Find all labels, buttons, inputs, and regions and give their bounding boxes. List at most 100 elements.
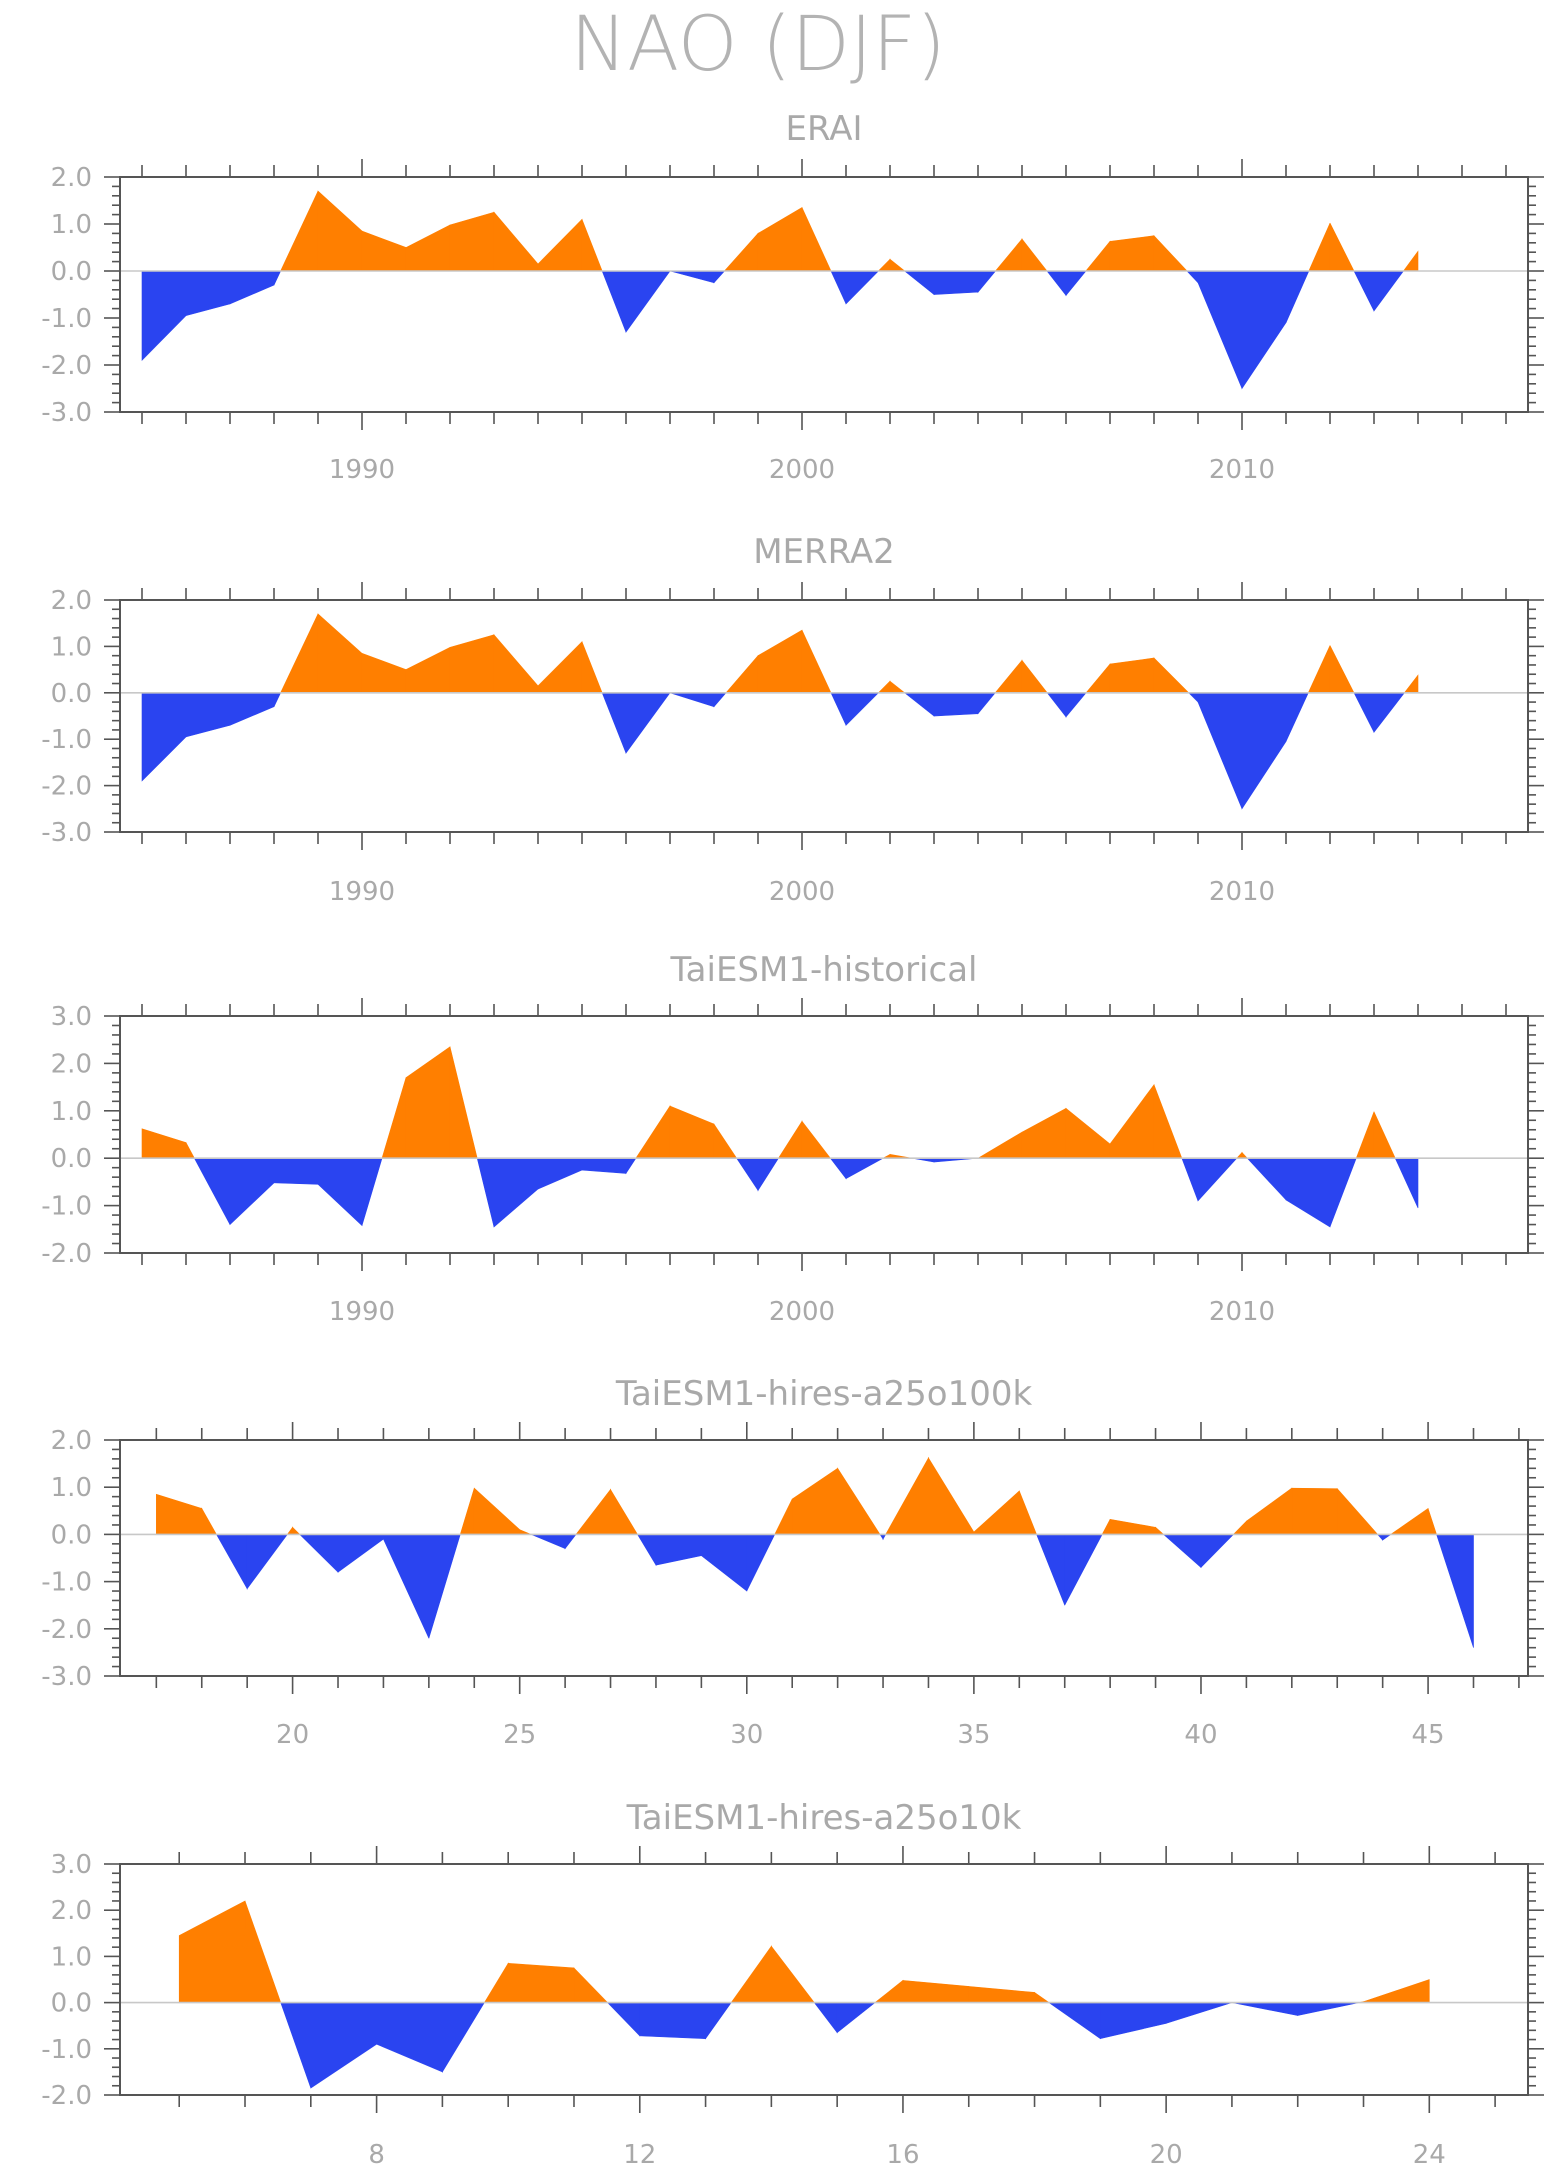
negative-area-segment xyxy=(361,1157,383,1226)
negative-area-segment xyxy=(655,1534,702,1566)
positive-area-segment xyxy=(317,613,363,694)
positive-area-segment xyxy=(1109,1518,1156,1535)
x-tick-label: 1990 xyxy=(329,455,395,485)
x-tick-label: 30 xyxy=(730,1720,763,1750)
positive-area-segment xyxy=(1109,657,1155,694)
y-tick-label: 1.0 xyxy=(51,1097,92,1127)
positive-area-segment xyxy=(1085,663,1111,694)
positive-area-segment xyxy=(1307,645,1331,694)
positive-area-segment xyxy=(1153,234,1188,272)
negative-area-segment xyxy=(625,270,671,334)
positive-area-segment xyxy=(1019,1490,1038,1535)
negative-area-segment xyxy=(581,1157,627,1174)
positive-area-segment xyxy=(1021,238,1048,272)
positive-area-segment xyxy=(801,630,832,694)
positive-area-segment xyxy=(877,258,891,272)
positive-area-segment xyxy=(449,634,495,694)
y-tick-label: 3.0 xyxy=(51,1002,92,1032)
negative-area-segment xyxy=(1048,2002,1101,2040)
negative-area-segment xyxy=(1382,1534,1392,1541)
x-tick-label: 1990 xyxy=(329,1297,395,1327)
negative-area-segment xyxy=(1231,2002,1299,2016)
negative-area-segment xyxy=(601,692,627,754)
positive-area-segment xyxy=(791,1467,838,1535)
negative-area-segment xyxy=(669,270,715,284)
x-tick-label: 24 xyxy=(1413,2140,1446,2170)
positive-area-segment xyxy=(1021,1107,1067,1159)
panel-4: TaiESM1-hires-a25o100k 2.0 1.0 0.0 -1.0 -2.0 -… xyxy=(41,1374,1544,1750)
positive-area-segment xyxy=(885,1456,929,1535)
negative-area-segment xyxy=(273,1157,319,1185)
negative-area-segment xyxy=(1046,270,1067,297)
positive-area-segment xyxy=(713,1123,738,1159)
negative-area-segment xyxy=(1186,270,1199,284)
positive-area-segment xyxy=(581,641,603,694)
positive-area-segment xyxy=(877,680,891,694)
positive-area-segment xyxy=(723,232,759,272)
panel-3: TaiESM1-historical 3.0 2.0 1.0 0.0 -1.0 -2.0 19… xyxy=(41,950,1544,1327)
positive-area-segment xyxy=(1021,659,1048,694)
negative-area-segment xyxy=(705,2002,732,2040)
negative-area-segment xyxy=(476,1157,495,1228)
negative-area-segment xyxy=(1376,1534,1383,1541)
y-tick-label: 2.0 xyxy=(51,163,92,193)
positive-area-segment xyxy=(141,1128,187,1159)
positive-area-segment xyxy=(1034,1991,1050,2003)
negative-area-segment xyxy=(606,2002,641,2037)
positive-area-segment xyxy=(1329,645,1355,694)
x-tick-label: 40 xyxy=(1184,1720,1217,1750)
negative-area-segment xyxy=(1064,1534,1103,1606)
positive-area-segment xyxy=(1308,222,1331,272)
negative-area-segment xyxy=(813,2002,838,2034)
y-tick-label: -2.0 xyxy=(41,772,92,802)
positive-area-segment xyxy=(1427,1508,1437,1535)
negative-area-segment xyxy=(757,1157,780,1192)
x-tick-label: 12 xyxy=(623,2140,656,2170)
positive-area-segment xyxy=(1109,1083,1155,1159)
y-tick-label: -2.0 xyxy=(41,351,92,381)
plot-frame xyxy=(119,176,1529,413)
positive-area-segment xyxy=(575,1488,611,1535)
positive-area-segment xyxy=(317,190,363,272)
negative-area-segment xyxy=(537,1157,583,1190)
x-tick-label: 2010 xyxy=(1209,1297,1275,1327)
negative-area-segment xyxy=(713,270,726,284)
positive-area-segment xyxy=(973,1490,1020,1535)
y-tick-label: 0.0 xyxy=(51,1989,92,2019)
negative-area-segment xyxy=(845,692,880,727)
y-tick-label: -1.0 xyxy=(41,2035,92,2065)
negative-area-segment xyxy=(376,2002,443,2073)
negative-area-segment xyxy=(1246,1157,1287,1201)
plot-frame xyxy=(119,1863,1529,2096)
positive-area-segment xyxy=(1329,222,1355,272)
positive-area-segment xyxy=(449,1046,478,1159)
negative-area-segment xyxy=(1353,270,1375,312)
positive-area-segment xyxy=(405,646,451,694)
y-tick-label: -3.0 xyxy=(41,1662,92,1692)
positive-area-segment xyxy=(1389,1507,1429,1535)
positive-area-segment xyxy=(483,1962,509,2003)
positive-area-segment xyxy=(994,238,1023,272)
y-tick-label: 1.0 xyxy=(51,1942,92,1972)
x-tick-label: 2000 xyxy=(769,455,835,485)
negative-area-segment xyxy=(337,1534,384,1573)
y-tick-label: -2.0 xyxy=(41,1615,92,1645)
positive-area-segment xyxy=(757,629,803,694)
positive-area-segment xyxy=(774,1498,793,1535)
positive-area-segment xyxy=(1241,1151,1248,1159)
plot-frame xyxy=(119,1439,1529,1677)
positive-area-segment xyxy=(837,1467,881,1535)
negative-area-segment xyxy=(1329,1157,1357,1228)
x-tick-label: 2010 xyxy=(1209,877,1275,907)
negative-area-segment xyxy=(215,1534,248,1590)
x-tick-label: 16 xyxy=(886,2140,919,2170)
positive-area-segment xyxy=(889,258,906,272)
positive-area-segment xyxy=(286,1526,293,1535)
negative-area-segment xyxy=(383,1534,430,1639)
negative-area-segment xyxy=(669,692,715,708)
positive-area-segment xyxy=(473,1487,520,1535)
negative-area-segment xyxy=(625,692,671,755)
y-tick-label: 2.0 xyxy=(51,1896,92,1926)
panel-1: ERAI 2.0 1.0 0.0 -1.0 -2.0 -3.0 1990 2000 2010 xyxy=(41,109,1544,485)
